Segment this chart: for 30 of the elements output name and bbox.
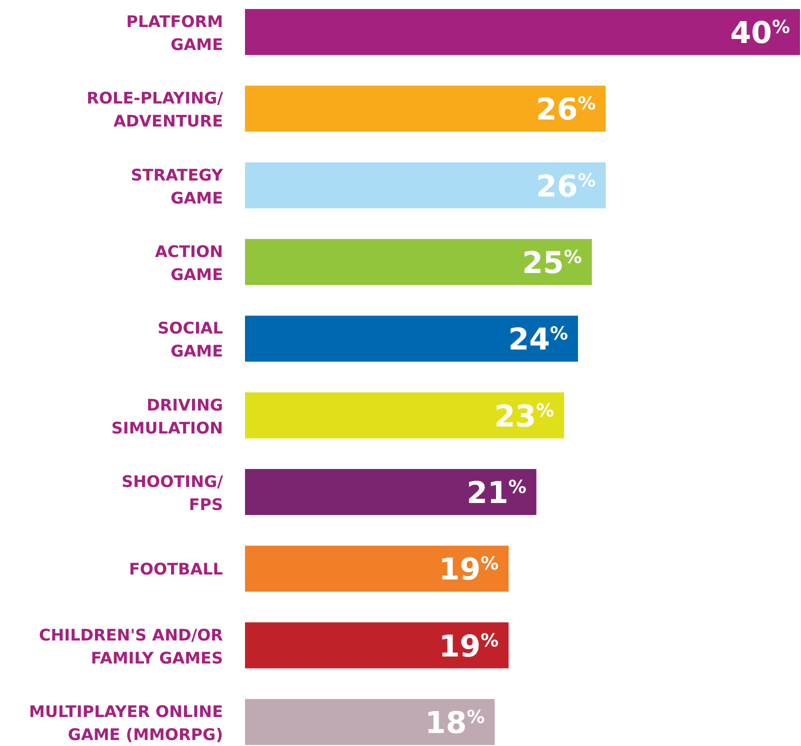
y-tick-label: PLATFORM GAME xyxy=(126,12,223,54)
data-label: 23$^{%}$ xyxy=(494,399,554,434)
data-label: 19$^{%}$ xyxy=(438,552,499,588)
bar xyxy=(245,239,592,285)
y-tick-label: FOOTBALL xyxy=(128,560,223,579)
bar xyxy=(245,546,509,592)
data-label: 18$^{%}$ xyxy=(424,706,485,741)
data-label: 21$^{%}$ xyxy=(466,476,526,511)
data-label: 26$^{%}$ xyxy=(536,92,596,128)
data-label: 19$^{%}$ xyxy=(438,629,499,664)
bar xyxy=(245,9,800,55)
y-tick-label: CHILDREN'S AND/OR FAMILY GAMES xyxy=(38,625,223,668)
bar xyxy=(245,86,606,132)
y-tick-label: ROLE-PLAYING/ ADVENTURE xyxy=(86,88,224,131)
data-label: 26$^{%}$ xyxy=(536,169,596,204)
bar xyxy=(245,392,564,438)
y-tick-label: ACTION GAME xyxy=(155,242,223,284)
bar xyxy=(245,469,536,515)
bar xyxy=(245,699,495,745)
data-label: 40$^{%}$ xyxy=(730,16,790,51)
y-tick-label: MULTIPLAYER ONLINE GAME (MMORPG) xyxy=(29,702,223,744)
y-tick-label: SOCIAL GAME xyxy=(158,318,223,361)
y-tick-label: STRATEGY GAME xyxy=(130,165,224,208)
bar xyxy=(245,622,509,668)
data-label: 25$^{%}$ xyxy=(522,246,582,281)
data-label: 24$^{%}$ xyxy=(508,322,568,358)
bar xyxy=(245,316,578,362)
y-tick-label: DRIVING SIMULATION xyxy=(111,395,223,438)
bar xyxy=(245,162,606,208)
y-tick-label: SHOOTING/ FPS xyxy=(122,472,224,514)
